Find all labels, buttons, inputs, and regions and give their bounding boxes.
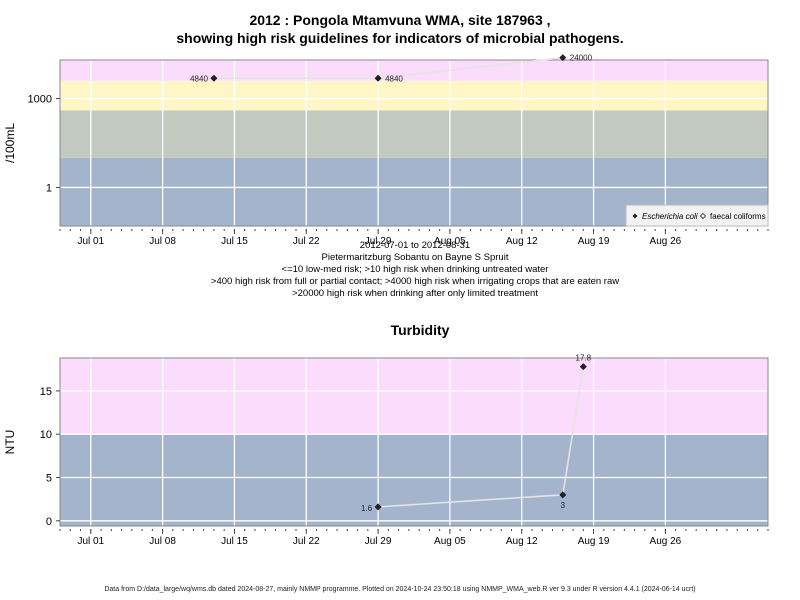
x-tick-label: Jul 15 [221,236,248,247]
legend-marker-ecoli [632,213,638,219]
data-point [374,503,382,511]
x-tick-label: Aug 12 [506,536,538,547]
x-tick-label: Jul 29 [365,536,392,547]
y-axis-label: /100mL [3,123,17,163]
legend-label-ecoli: Escherichia coli [642,212,698,221]
risk-band-1 [60,358,768,435]
legend-marker-faecal [699,212,707,220]
data-point [210,74,218,82]
y-axis-label: NTU [3,430,17,455]
data-label: 4840 [385,74,403,83]
legend-label-faecal: faecal coliforms [710,212,766,221]
x-tick-label: Jul 22 [293,536,320,547]
risk-note-contact: >400 high risk from full or partial cont… [210,276,620,287]
data-point [559,54,567,62]
data-label: 3 [561,501,566,510]
y-tick-label: 15 [40,386,52,398]
x-tick-label: Aug 05 [434,236,466,247]
x-tick-label: Jul 29 [365,236,392,247]
x-tick-label: Jul 22 [293,236,320,247]
x-tick-label: Jul 15 [221,536,248,547]
y-tick-label: 5 [46,473,52,485]
x-tick-label: Aug 12 [506,236,538,247]
x-tick-label: Jul 08 [149,236,176,247]
x-tick-label: Aug 05 [434,536,466,547]
y-tick-label: 10 [40,429,52,441]
x-tick-label: Aug 19 [578,236,610,247]
data-point [374,74,382,82]
date-range-note: 2012-07-01 to 2012-08-31 [359,240,471,251]
turbidity-chart: 0 5 10 15 NTU Jul 01 Jul 08 Jul 15 Jul 22 Jul 29 A… [3,354,769,547]
x-tick-label: Jul 01 [77,236,104,247]
data-label: 1.6 [361,504,373,513]
data-label: 4840 [190,74,208,83]
risk-band-2 [60,80,768,111]
x-tick-label: Aug 26 [650,536,682,547]
data-point [559,491,567,499]
x-tick-label: Aug 26 [650,236,682,247]
plot-frame [59,59,769,227]
x-tick-label: Aug 19 [578,536,610,547]
data-label: 24000 [570,54,593,63]
chart-title-line1: 2012 : Pongola Mtamvuna WMA, site 187963… [249,12,551,28]
risk-band-3 [60,60,768,81]
y-tick-label: 0 [46,516,52,528]
x-tick-label: Jul 01 [77,536,104,547]
plot-frame [59,357,769,527]
chart-title-line2: showing high risk guidelines for indicat… [176,30,624,46]
legend-box [625,204,769,227]
y-tick-label: 1 [46,182,52,194]
data-point [579,363,587,371]
footer-note: Data from D:/data_large/wq/wms.db dated … [104,586,696,593]
turbidity-title: Turbidity [390,322,450,338]
risk-note-drinking: <=10 low-med risk; >10 high risk when dr… [281,264,549,275]
risk-note-treatment: >20000 high risk when drinking after onl… [292,288,538,299]
data-label: 17.8 [576,354,592,363]
x-tick-label: Jul 08 [149,536,176,547]
microbial-chart: 1 1000/100mL Jul 01 Jul 08 Jul 15 Jul 22 Jul 2… [3,54,769,247]
site-name-note: Pietermaritzburg Sobantu on Bayne S Spru… [321,252,509,263]
risk-band-0 [60,434,768,526]
risk-band-1 [60,110,768,158]
y-tick-label: 1000 [28,94,52,106]
